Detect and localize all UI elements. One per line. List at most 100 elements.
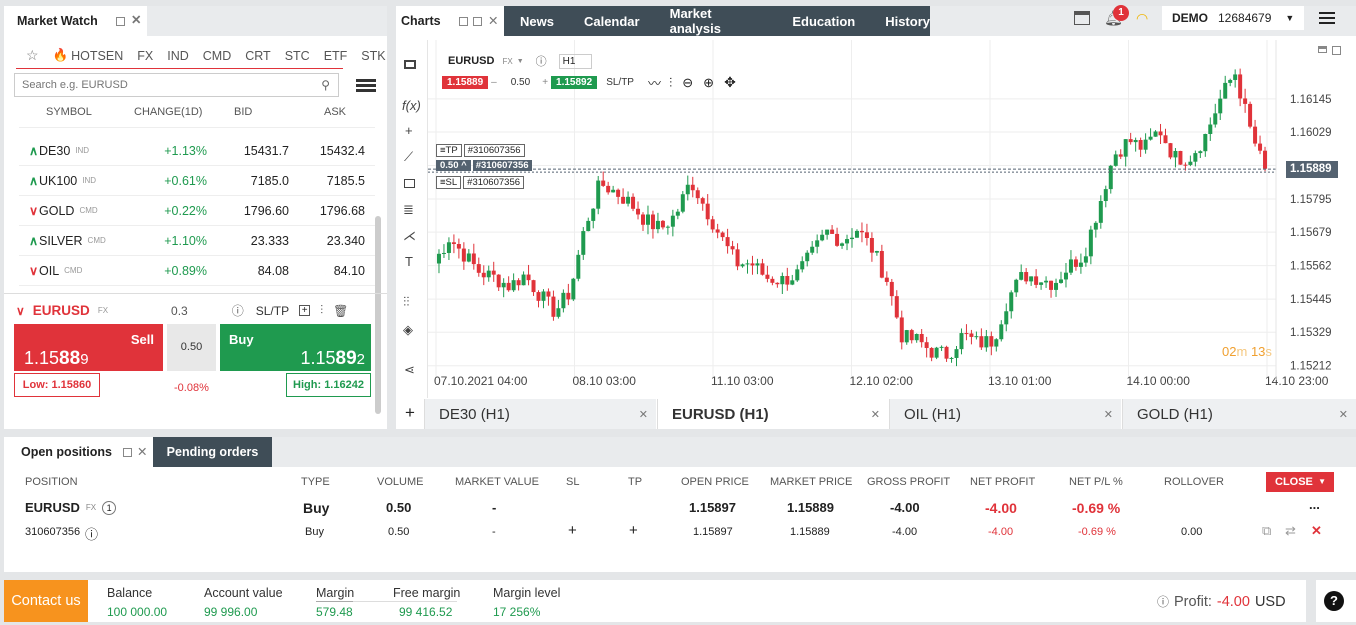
selected-symbol[interactable]: EURUSD xyxy=(32,303,90,318)
favorites-icon[interactable]: ☆ xyxy=(26,47,39,63)
hamburger-menu-icon[interactable] xyxy=(1319,12,1335,24)
market-watch-row[interactable]: ∨ OIL CMD +0.89% 84.08 84.10 xyxy=(19,256,375,286)
info-icon[interactable]: ⓘ xyxy=(85,527,99,542)
category-tab[interactable]: CRT xyxy=(245,48,271,63)
category-tab[interactable]: CMD xyxy=(202,48,232,63)
rectangle-icon[interactable] xyxy=(404,179,415,188)
group-symbol[interactable]: EURUSD xyxy=(25,500,80,515)
search-input[interactable] xyxy=(15,74,305,96)
candle-chart-icon[interactable]: ⫶ xyxy=(320,303,324,317)
menu-history[interactable]: History xyxy=(885,13,930,29)
volume-input[interactable]: 0.50 xyxy=(167,324,216,371)
text-icon[interactable]: T xyxy=(405,254,413,269)
minus-icon[interactable]: – xyxy=(491,77,497,88)
contact-us-button[interactable]: Contact us xyxy=(4,580,88,622)
chart-tab[interactable]: DE30 (H1) ✕ xyxy=(424,399,656,429)
move-icon[interactable]: ✥ xyxy=(724,74,736,90)
pitchfork-icon[interactable]: ⋌ xyxy=(403,228,416,243)
sell-button[interactable]: Sell 1.15889 xyxy=(14,324,163,371)
reverse-icon[interactable]: ⇄ xyxy=(1285,523,1296,538)
add-icon[interactable]: + xyxy=(299,305,311,316)
interval-select[interactable]: H1 xyxy=(558,53,593,69)
close-icon[interactable]: ✕ xyxy=(870,409,880,421)
position-order[interactable]: #310607356 xyxy=(472,160,532,171)
close-icon[interactable]: ✕ xyxy=(638,409,648,421)
chart-tab[interactable]: GOLD (H1) ✕ xyxy=(1122,399,1356,429)
chart-restore-icon[interactable] xyxy=(1332,46,1341,55)
search-icon[interactable]: ⚲ xyxy=(321,78,330,92)
market-watch-row[interactable]: ∧ UK100 IND +0.61% 7185.0 7185.5 xyxy=(19,166,375,196)
share-icon[interactable]: ⋖ xyxy=(404,362,415,377)
close-icon[interactable]: ✕ xyxy=(137,445,148,459)
position-volume-label[interactable]: 0.50 ^ xyxy=(436,160,471,171)
close-icon[interactable]: ✕ xyxy=(1103,409,1113,421)
trendline-icon[interactable]: ⟋ xyxy=(404,149,414,164)
close-icon[interactable]: ✕ xyxy=(131,13,142,27)
market-watch-row[interactable]: ∧ SILVER CMD +1.10% 23.333 23.340 xyxy=(19,226,375,256)
chart-volume[interactable]: 0.50 xyxy=(510,77,531,88)
chevron-down-icon[interactable]: ▼ xyxy=(516,57,524,65)
tp-label[interactable]: ≡TP xyxy=(436,144,462,157)
tab-pending-orders[interactable]: Pending orders xyxy=(153,437,272,467)
chevron-down-icon[interactable]: ∨ xyxy=(16,303,25,318)
tp-order[interactable]: #310607356 xyxy=(463,144,525,157)
detach-icon[interactable] xyxy=(459,17,468,26)
info-icon[interactable]: ⓘ xyxy=(1157,595,1170,609)
menu-market-analysis[interactable]: Market analysis xyxy=(669,6,721,36)
zoom-in-icon[interactable]: ⊕ xyxy=(703,74,715,90)
info-icon[interactable]: ⓘ xyxy=(231,304,244,318)
category-tab[interactable]: IND xyxy=(167,48,189,63)
market-watch-row[interactable]: ∨ GOLD CMD +0.22% 1796.60 1796.68 xyxy=(19,196,375,226)
category-tab[interactable]: STK xyxy=(361,48,386,63)
category-tab[interactable]: FX xyxy=(137,48,154,63)
category-tab[interactable]: HOTSEN xyxy=(71,48,124,63)
chart-maximize-icon[interactable] xyxy=(1318,46,1327,53)
candles-icon[interactable]: ⫶⫶ xyxy=(403,294,410,309)
info-icon[interactable]: ⓘ xyxy=(535,56,547,68)
search-box[interactable]: ⚲ xyxy=(14,73,339,97)
sl-order[interactable]: #310607356 xyxy=(463,176,525,189)
layers-icon[interactable]: ◈ xyxy=(403,322,413,337)
menu-news[interactable]: News xyxy=(520,13,554,29)
category-tab[interactable]: ETF xyxy=(323,48,348,63)
detach-icon[interactable] xyxy=(123,448,132,457)
menu-calendar[interactable]: Calendar xyxy=(583,13,640,29)
market-watch-row[interactable]: ∧ DE30 IND +1.13% 15431.7 15432.4 xyxy=(19,136,375,166)
add-chart-button[interactable]: + xyxy=(397,399,423,429)
chart-symbol[interactable]: EURUSD xyxy=(448,55,495,67)
rectangle-select-icon[interactable] xyxy=(404,60,416,69)
chart-sltp[interactable]: SL/TP xyxy=(606,77,634,88)
more-icon[interactable]: ... xyxy=(1309,497,1320,512)
maximize-icon[interactable] xyxy=(473,17,482,26)
crosshair-icon[interactable]: + xyxy=(405,123,413,138)
add-sl-button[interactable]: + xyxy=(568,522,577,539)
copy-icon[interactable]: ⧉ xyxy=(1262,523,1272,538)
plus-icon[interactable]: + xyxy=(542,77,549,88)
function-icon[interactable]: f(x) xyxy=(402,98,421,113)
market-watch-tab[interactable]: Market Watch ✕ xyxy=(4,6,147,36)
buy-button[interactable]: Buy 1.15892 xyxy=(220,324,371,371)
candle-type-icon[interactable]: ⫶ xyxy=(669,74,673,90)
add-tp-button[interactable]: + xyxy=(629,522,638,539)
account-selector[interactable]: DEMO 12684679 ▼ xyxy=(1162,6,1304,30)
line-chart-icon[interactable]: 〰 xyxy=(647,76,661,91)
scrollbar[interactable] xyxy=(375,216,381,414)
detach-icon[interactable] xyxy=(116,17,125,26)
category-tab[interactable]: STC xyxy=(284,48,310,63)
chart-tab[interactable]: OIL (H1) ✕ xyxy=(889,399,1121,429)
zoom-out-icon[interactable]: ⊖ xyxy=(682,74,694,90)
close-position-icon[interactable]: ✕ xyxy=(1311,523,1322,538)
fibonacci-icon[interactable]: ≣ xyxy=(403,202,414,217)
grid-view-icon[interactable] xyxy=(356,79,376,93)
chart-buy-price[interactable]: 1.15892 xyxy=(551,76,598,89)
sl-label[interactable]: ≡SL xyxy=(436,176,462,189)
price-chart[interactable]: 07.10.2021 04:00 08.10 03:00 11.10 03:00 12… xyxy=(428,40,1340,396)
menu-education[interactable]: Education xyxy=(792,13,856,29)
chart-sell-price[interactable]: 1.15889 xyxy=(442,76,489,89)
sltp-button[interactable]: SL/TP xyxy=(255,303,290,318)
close-all-button[interactable]: CLOSE ▼ xyxy=(1266,472,1334,492)
help-button[interactable]: ? xyxy=(1316,580,1356,622)
trash-icon[interactable]: 🗑 xyxy=(333,303,349,318)
close-icon[interactable]: ✕ xyxy=(1338,409,1348,421)
tab-open-positions[interactable]: Open positions ✕ xyxy=(4,437,153,467)
